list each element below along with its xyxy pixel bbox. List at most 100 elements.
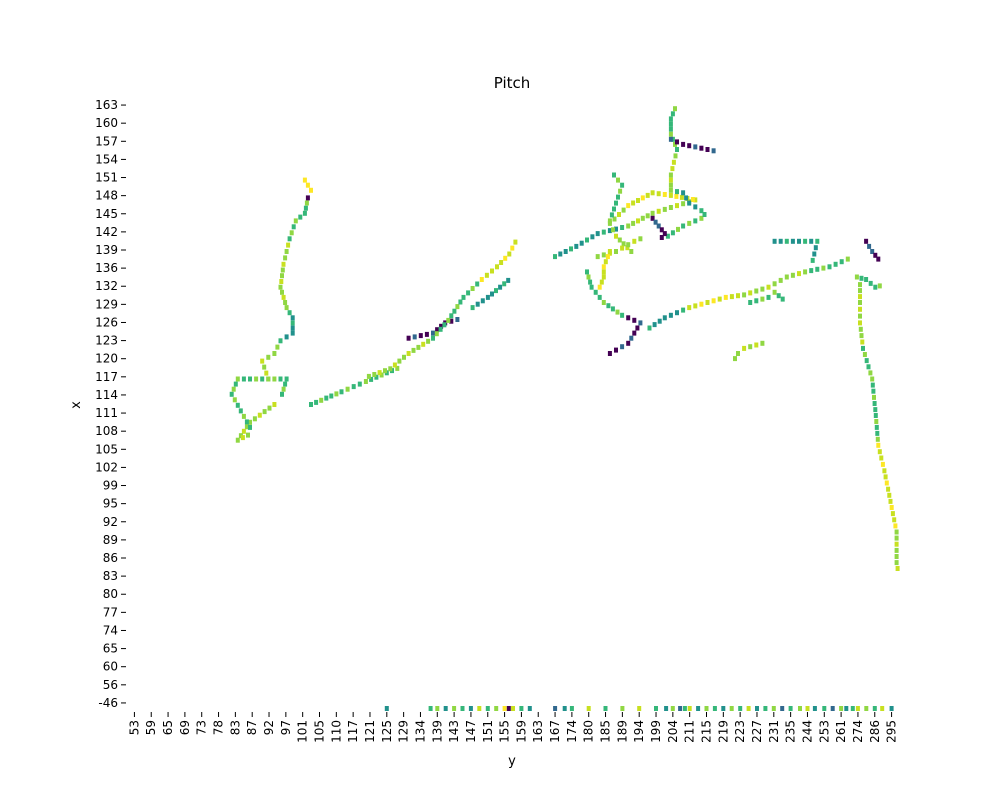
heatmap-cell-bottom [477,706,482,711]
x-tick-label: 101 [296,720,310,743]
heatmap-cell [267,405,272,411]
heatmap-cell [449,313,454,319]
heatmap-cell [893,523,898,529]
heatmap-cell [620,225,625,230]
heatmap-cell [490,268,494,274]
heatmap-cell [875,436,880,442]
heatmap-cell [284,305,289,311]
heatmap-cell [289,230,294,236]
heatmap-cell [640,215,645,221]
heatmap-cell [803,238,808,244]
heatmap-cell [833,261,838,267]
heatmap-cell [494,288,498,294]
heatmap-cell [876,256,881,262]
heatmap-cell [395,365,400,371]
heatmap-cell-bottom [670,706,675,711]
heatmap-cell [314,399,319,405]
y-tick-label: 65 [103,642,118,656]
heatmap-cell [877,449,882,455]
heatmap-cell [480,298,485,304]
heatmap-cell [681,141,686,147]
heatmap-cell [601,300,606,305]
heatmap-cell-bottom [738,706,743,711]
heatmap-cell [657,318,662,324]
heatmap-cell [272,402,277,407]
heatmap-cell [790,272,795,278]
y-tick-label: 114 [95,388,118,402]
heatmap-cell [776,293,781,299]
heatmap-cell [748,290,753,296]
y-tick-label: 142 [95,225,118,239]
heatmap-cell [675,189,679,195]
heatmap-cell [290,315,295,321]
heatmap-cell [670,111,675,117]
heatmap-cell [569,246,573,252]
heatmap-cell [711,298,716,304]
y-tick-label: 108 [95,424,118,438]
heatmap-cell [821,265,826,271]
heatmap-cell [748,300,753,305]
heatmap-cell [431,335,435,341]
heatmap-cell [452,308,457,314]
heatmap-cell [858,306,862,312]
heatmap-cell [235,402,240,408]
y-tick-label: 123 [95,334,118,348]
heatmap-cell-bottom [687,706,692,711]
heatmap-cell [246,432,250,438]
heatmap-cell [632,330,637,336]
heatmap-cell [754,288,759,294]
x-tick-label: 73 [195,720,209,735]
heatmap-cell [260,376,265,382]
heatmap-cell [588,279,593,285]
heatmap-cell [319,397,324,403]
x-tick-label: 223 [733,720,747,743]
y-tick-label: 160 [95,116,118,130]
x-tick-label: 231 [767,720,781,743]
heatmap-cell [244,424,249,430]
heatmap-cell [279,279,284,284]
heatmap-cell [490,291,494,297]
heatmap-cell [329,393,334,399]
heatmap-cell [673,106,677,112]
heatmap-cell [670,230,675,236]
heatmap-cell [597,294,602,300]
x-tick-label: 227 [750,720,764,743]
heatmap-cell [609,212,614,218]
heatmap-cell [275,344,280,350]
heatmap-cell [711,148,716,154]
heatmap-cell [809,268,814,274]
heatmap-cell [873,413,878,418]
heatmap-cell [449,318,454,324]
heatmap-cell [446,317,451,323]
heatmap-cell [593,289,598,295]
x-tick-label: 155 [498,720,512,743]
heatmap-cell [895,566,900,571]
heatmap-cell [283,381,288,387]
heatmap-cell [284,334,289,340]
chart-title: Pitch [494,74,531,92]
heatmap-cell-bottom [654,706,658,711]
heatmap-cell [879,455,884,461]
heatmap-cell [668,312,673,318]
heatmap-cell [283,255,288,261]
heatmap-cell [626,315,631,321]
heatmap-cell [870,382,875,388]
heatmap-cell [659,235,664,240]
heatmap-cell [324,395,329,401]
heatmap-cell [475,301,480,307]
heatmap-cell [650,215,655,221]
heatmap-cell [875,430,880,436]
heatmap-cell [772,289,777,295]
heatmap-cell [392,362,397,368]
heatmap-cell [864,238,869,244]
heatmap-cell [699,145,704,151]
heatmap-cell [363,379,368,384]
heatmap-cell-bottom [704,706,709,711]
heatmap-cell [675,310,679,316]
heatmap-cell [675,203,679,209]
x-tick-label: 125 [380,720,394,743]
heatmap-cell [585,269,589,275]
heatmap-cell-bottom [880,706,885,711]
heatmap-cell [506,277,511,283]
heatmap-cell [626,242,631,248]
